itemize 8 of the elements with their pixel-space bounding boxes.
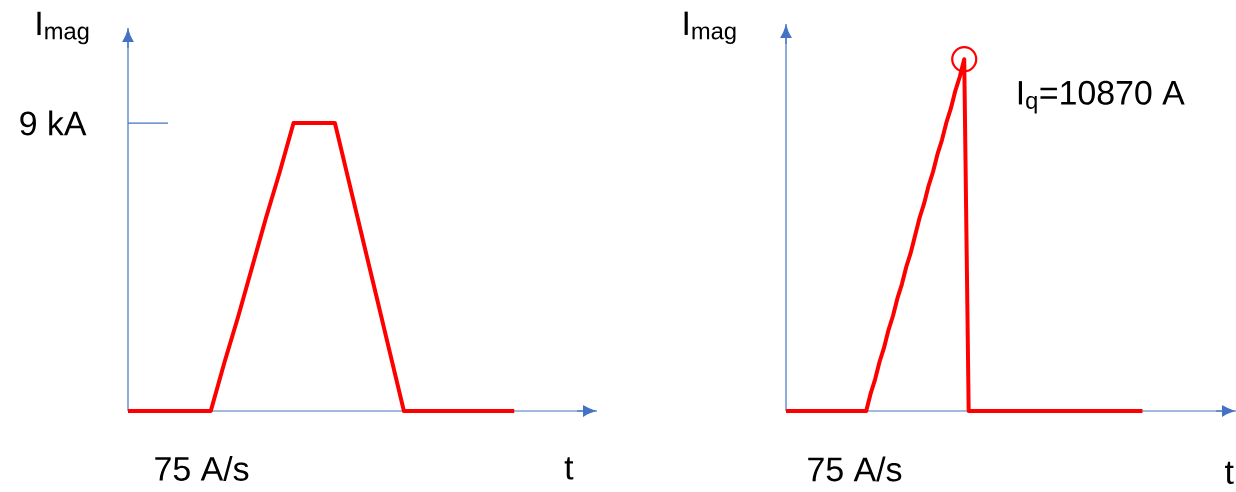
annotation: I$_{q}$=10870 A [1018,80,1185,114]
x-axis-title: t [1225,461,1234,484]
x-axis-title: t [564,457,574,480]
text: 75 A/s [808,456,902,482]
y-axis-title: I$_{mag}$ [684,11,736,45]
y-axis-title: I$_{mag}$ [37,11,89,45]
text: 9 kA [20,110,87,136]
text: 75 A/s [155,456,249,481]
